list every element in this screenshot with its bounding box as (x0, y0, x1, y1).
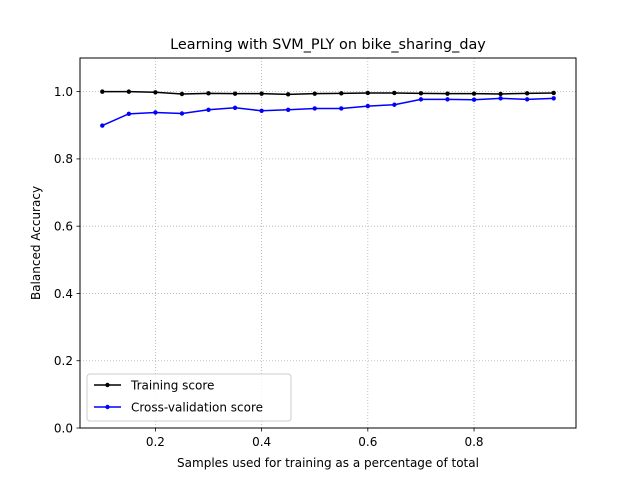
y-tick-label: 0.2 (54, 354, 73, 368)
cross-validation-score-point (126, 111, 132, 117)
legend-cv-marker (105, 404, 110, 410)
training-score-point (126, 89, 132, 94)
cross-validation-score-point (471, 97, 477, 102)
chart-title: Learning with SVM_PLY on bike_sharing_da… (170, 37, 486, 53)
cross-validation-score-point (418, 97, 424, 102)
legend-training-label: Training score (130, 379, 214, 393)
cross-validation-score-point (100, 123, 105, 128)
cross-validation-score-point (551, 96, 556, 101)
plot-frame (79, 57, 577, 429)
legend-box (86, 373, 292, 422)
training-score-point (153, 90, 158, 95)
cross-validation-score-point (206, 107, 211, 113)
training-score-point (206, 91, 211, 96)
y-tick-label: 1.0 (54, 85, 73, 99)
training-score-point (365, 90, 371, 96)
cross-validation-score-point (153, 110, 158, 115)
training-score-point (232, 91, 238, 96)
y-tick-label: 0.0 (54, 421, 73, 435)
cross-validation-score-point (524, 97, 530, 102)
cross-validation-score-point (392, 102, 397, 107)
y-tick-label: 0.6 (54, 219, 73, 233)
x-tick-label: 0.2 (146, 435, 165, 449)
training-score-point (312, 91, 317, 96)
x-tick-label: 0.6 (358, 435, 377, 449)
tick-layer: 0.2 0.4 0.6 0.8 0.0 0.2 0.4 0.6 0.8 1.0 (54, 85, 484, 449)
series-layer (100, 89, 556, 128)
training-score-point (524, 91, 530, 96)
cross-validation-score-point (285, 107, 291, 113)
y-tick-label: 0.4 (54, 287, 73, 301)
x-tick-label: 0.4 (252, 435, 271, 449)
cross-validation-score-point (179, 111, 185, 116)
cross-validation-score-point (365, 103, 371, 109)
training-score-point (259, 91, 264, 96)
cross-validation-score-point (312, 106, 317, 111)
cross-validation-score-point (445, 97, 450, 102)
training-score-line (102, 90, 554, 96)
cross-validation-score-point (232, 105, 238, 110)
y-axis-label: Balanced Accuracy (29, 186, 43, 300)
training-score-point (339, 91, 344, 96)
legend: Training score Cross-validation score (86, 373, 292, 422)
training-score-point (445, 91, 450, 96)
cross-validation-score-line (101, 97, 554, 127)
training-score-point (100, 89, 105, 94)
cross-validation-score-point (339, 106, 344, 111)
x-tick-label: 0.8 (464, 435, 483, 449)
y-tick-label: 0.8 (54, 152, 73, 166)
cross-validation-score-point (259, 108, 264, 114)
legend-cv-label: Cross-validation score (131, 401, 263, 415)
training-score-point (498, 91, 503, 97)
training-score-point (179, 91, 185, 97)
cross-validation-score-point (498, 96, 503, 101)
training-score-point (551, 90, 556, 96)
legend-training-marker (105, 382, 110, 388)
training-score-point (471, 91, 477, 96)
training-score-point (418, 91, 424, 96)
training-score-point (285, 92, 291, 97)
training-score-point (392, 90, 397, 96)
x-axis-label: Samples used for training as a percentag… (177, 456, 479, 470)
